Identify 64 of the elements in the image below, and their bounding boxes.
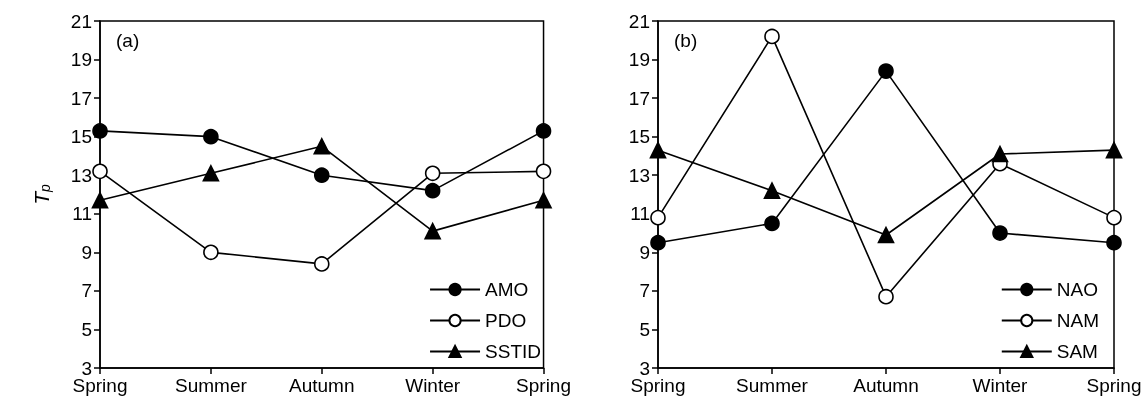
y-tick-label: 7	[639, 280, 650, 302]
legend-label: NAO	[1056, 279, 1098, 300]
point	[313, 167, 330, 184]
point	[878, 288, 894, 305]
y-tick-label: 17	[628, 87, 650, 109]
y-tick-label: 11	[630, 203, 650, 225]
point	[1106, 209, 1122, 226]
y-tick-label: 19	[628, 49, 650, 71]
x-tick-label: Spring	[516, 375, 571, 396]
y-tick-label: 9	[81, 241, 92, 263]
point	[1105, 141, 1123, 159]
y-tick-label: 21	[70, 10, 92, 32]
legend-label: AMO	[485, 279, 529, 300]
point	[1106, 234, 1122, 251]
annotation: (a)	[116, 30, 140, 51]
x-tick-label: Spring	[1086, 375, 1142, 396]
point	[878, 63, 894, 79]
point	[535, 163, 552, 180]
point	[992, 225, 1008, 241]
point	[203, 128, 219, 145]
point	[649, 141, 667, 159]
x-tick-label: Winter	[405, 375, 461, 396]
y-tick-label: 15	[628, 126, 650, 148]
x-tick-label: Summer	[174, 375, 248, 396]
y-tick-label: 5	[81, 318, 92, 340]
point	[92, 163, 108, 180]
annotation: (b)	[674, 30, 698, 51]
point	[991, 145, 1009, 163]
legend-label: PDO	[485, 310, 527, 331]
legend-label: SAM	[1056, 341, 1098, 362]
x-tick-label: Autumn	[853, 375, 919, 396]
point	[92, 123, 108, 139]
point	[424, 222, 441, 240]
point	[91, 191, 109, 209]
point	[764, 215, 780, 232]
point	[764, 28, 780, 45]
y-tick-label: 13	[70, 164, 92, 186]
y-tick-label: 5	[639, 318, 650, 340]
point	[313, 138, 331, 155]
y-tick-label: 15	[70, 126, 92, 148]
x-tick-label: Autumn	[289, 375, 355, 396]
point	[424, 165, 441, 182]
x-tick-label: Summer	[736, 375, 809, 396]
point	[650, 234, 666, 251]
y-tick-label: 19	[70, 49, 92, 71]
legend-label: NAM	[1056, 310, 1100, 331]
point	[535, 191, 552, 209]
point	[535, 123, 552, 139]
y-tick-label: 7	[81, 280, 92, 302]
point	[877, 226, 895, 244]
point	[313, 256, 330, 272]
y-tick-label: 9	[639, 241, 650, 263]
y-tick-label: 17	[70, 87, 92, 109]
point	[202, 164, 220, 182]
y-axis-title: Tp	[29, 183, 53, 205]
legend-label: SSTID	[485, 341, 541, 362]
point	[203, 244, 219, 261]
y-tick-label: 11	[72, 203, 92, 225]
point	[650, 209, 666, 226]
y-tick-label: 13	[628, 164, 650, 186]
y-tick-label: 21	[628, 10, 650, 32]
point	[763, 182, 781, 199]
x-tick-label: Winter	[972, 375, 1029, 396]
point	[424, 182, 441, 199]
